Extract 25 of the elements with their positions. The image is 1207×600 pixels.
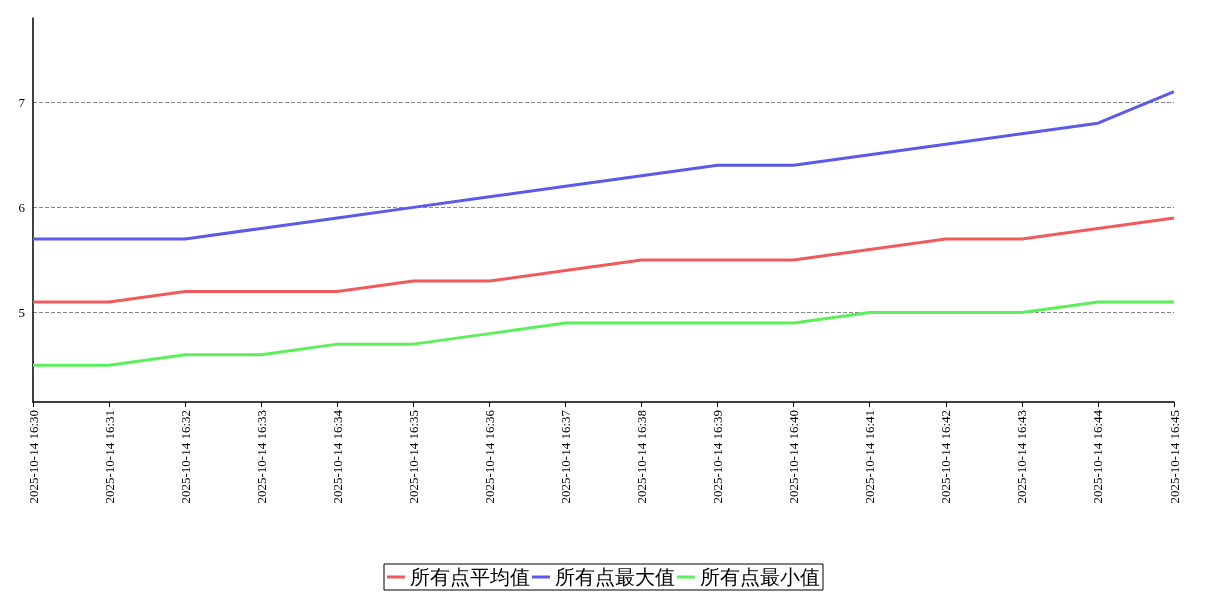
x-tick-label: 2025-10-14 16:43	[1014, 410, 1030, 504]
x-tick-label: 2025-10-14 16:35	[405, 410, 421, 504]
legend-label: 所有点最小值	[700, 566, 820, 588]
legend-label: 所有点最大值	[555, 566, 675, 588]
x-tick-label: 2025-10-14 16:40	[786, 410, 802, 504]
line-series	[31, 300, 1176, 367]
line-series	[31, 216, 1176, 304]
x-tick-label: 2025-10-14 16:33	[253, 410, 269, 504]
x-tick-label: 2025-10-14 16:31	[101, 410, 117, 504]
x-tick-label: 2025-10-14 16:44	[1090, 409, 1106, 504]
line-series	[31, 90, 1176, 241]
x-tick-label: 2025-10-14 16:38	[634, 410, 650, 504]
x-tick-label: 2025-10-14 16:32	[177, 410, 193, 504]
x-tick-label: 2025-10-14 16:45	[1166, 410, 1182, 504]
y-tick-label: 5	[18, 305, 25, 321]
x-tick-label: 2025-10-14 16:41	[862, 410, 878, 504]
x-tick-label: 2025-10-14 16:36	[481, 409, 497, 504]
y-tick-label: 6	[18, 199, 26, 215]
x-tick-label: 2025-10-14 16:42	[938, 410, 954, 504]
y-tick-label: 7	[18, 94, 26, 110]
x-tick-label: 2025-10-14 16:34	[329, 409, 345, 504]
x-tick-label: 2025-10-14 16:39	[710, 410, 726, 504]
x-tick-label: 2025-10-14 16:30	[25, 410, 41, 504]
x-tick-label: 2025-10-14 16:37	[557, 409, 573, 504]
legend-label: 所有点平均值	[410, 566, 530, 588]
